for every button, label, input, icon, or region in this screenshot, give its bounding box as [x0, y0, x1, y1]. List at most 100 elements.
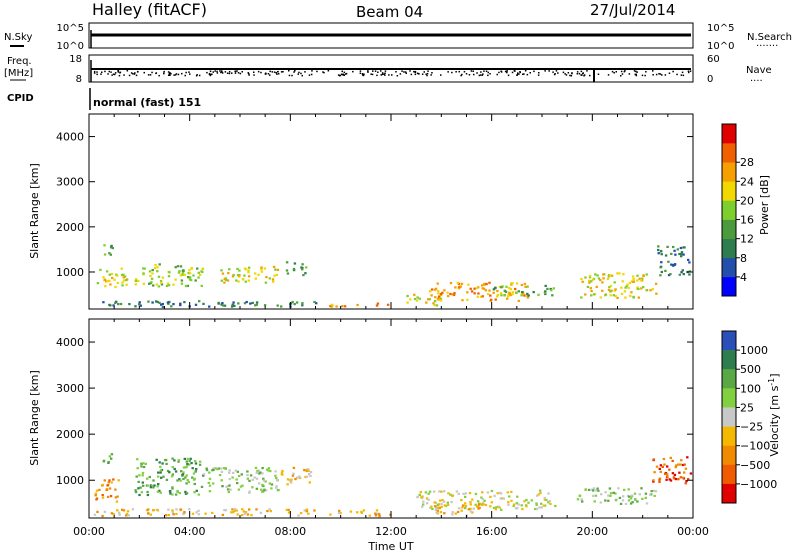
range-cell	[153, 267, 157, 270]
range-cell	[264, 489, 268, 492]
range-cell	[508, 287, 511, 290]
range-cell	[499, 292, 503, 295]
power-ylabel: Slant Range [km]	[28, 163, 41, 259]
range-cell	[517, 503, 520, 506]
nave-point	[576, 71, 579, 73]
range-cell	[260, 488, 263, 491]
nave-point	[425, 73, 427, 75]
range-cell	[138, 301, 141, 304]
range-cell	[330, 303, 333, 306]
range-cell	[683, 471, 686, 474]
range-cell	[156, 485, 159, 488]
range-cell	[94, 492, 98, 495]
range-cell	[674, 253, 677, 256]
freq-strip-frame	[88, 54, 694, 83]
range-cell	[439, 499, 442, 502]
range-cell	[95, 498, 98, 501]
nave-point	[553, 73, 556, 76]
range-cell	[170, 305, 173, 308]
range-cell	[637, 287, 640, 291]
nave-point	[664, 74, 667, 76]
range-cell	[276, 304, 279, 307]
range-cell	[676, 248, 679, 251]
nave-point	[96, 73, 98, 76]
range-cell	[642, 274, 645, 277]
range-cell	[137, 279, 140, 282]
range-cell	[664, 269, 667, 272]
range-cell	[330, 305, 334, 309]
nave-point	[470, 70, 473, 72]
range-cell	[157, 475, 160, 478]
y-tick-label: 1000	[56, 266, 84, 279]
range-cell	[195, 489, 198, 492]
nave-point	[363, 73, 365, 75]
range-cell	[659, 470, 662, 473]
range-cell	[680, 271, 683, 274]
nave-point	[576, 73, 579, 75]
range-cell	[204, 512, 207, 515]
range-cell	[488, 289, 491, 292]
range-cell	[113, 278, 116, 281]
range-cell	[161, 276, 165, 279]
range-cell	[207, 481, 210, 484]
power-colorbar: 4 8 12 16 20 24 28	[721, 123, 754, 297]
range-cell	[171, 493, 174, 496]
range-cell	[146, 484, 149, 487]
nave-point	[578, 72, 581, 75]
range-cell	[121, 281, 124, 284]
range-cell	[214, 467, 217, 470]
nave-point	[273, 71, 276, 73]
range-cell	[275, 273, 278, 276]
range-cell	[236, 482, 239, 485]
nave-point	[308, 74, 311, 76]
range-cell	[645, 273, 648, 276]
range-cell	[176, 489, 179, 493]
range-cell	[180, 279, 184, 282]
range-cell	[658, 467, 661, 470]
range-cell	[375, 304, 379, 307]
range-cell	[609, 284, 613, 287]
range-cell	[201, 267, 205, 270]
nave-point	[107, 73, 109, 75]
range-cell	[131, 508, 135, 511]
nave-point	[359, 72, 362, 74]
range-cell	[514, 287, 517, 291]
range-cell	[103, 479, 106, 482]
range-cell	[523, 282, 527, 286]
range-cell	[618, 272, 621, 275]
range-cell	[668, 468, 671, 471]
nave-point	[483, 70, 485, 72]
nave-point	[409, 70, 411, 72]
range-cell	[466, 291, 469, 294]
range-cell	[291, 300, 294, 304]
range-cell	[356, 303, 359, 307]
range-cell	[313, 300, 316, 304]
range-cell	[121, 284, 124, 287]
nave-point	[248, 74, 250, 76]
range-cell	[461, 506, 464, 509]
range-cell	[362, 509, 366, 512]
range-cell	[292, 267, 296, 271]
range-cell	[677, 463, 680, 466]
range-cell	[183, 301, 186, 304]
range-cell	[191, 512, 195, 515]
range-cell	[266, 510, 269, 513]
range-cell	[185, 482, 188, 485]
range-cell	[443, 512, 446, 515]
nave-point	[361, 73, 364, 75]
range-cell	[276, 268, 280, 271]
range-cell	[437, 506, 440, 509]
range-cell	[601, 289, 604, 292]
range-cell	[180, 273, 184, 276]
range-cell	[196, 267, 199, 270]
range-cell	[422, 500, 425, 503]
nave-point	[260, 71, 262, 74]
nave-point	[621, 73, 624, 75]
range-cell	[486, 491, 490, 494]
range-cell	[254, 272, 257, 275]
range-cell	[436, 297, 440, 300]
range-cell	[256, 469, 259, 473]
range-cell	[308, 473, 311, 476]
range-cell	[111, 276, 114, 280]
